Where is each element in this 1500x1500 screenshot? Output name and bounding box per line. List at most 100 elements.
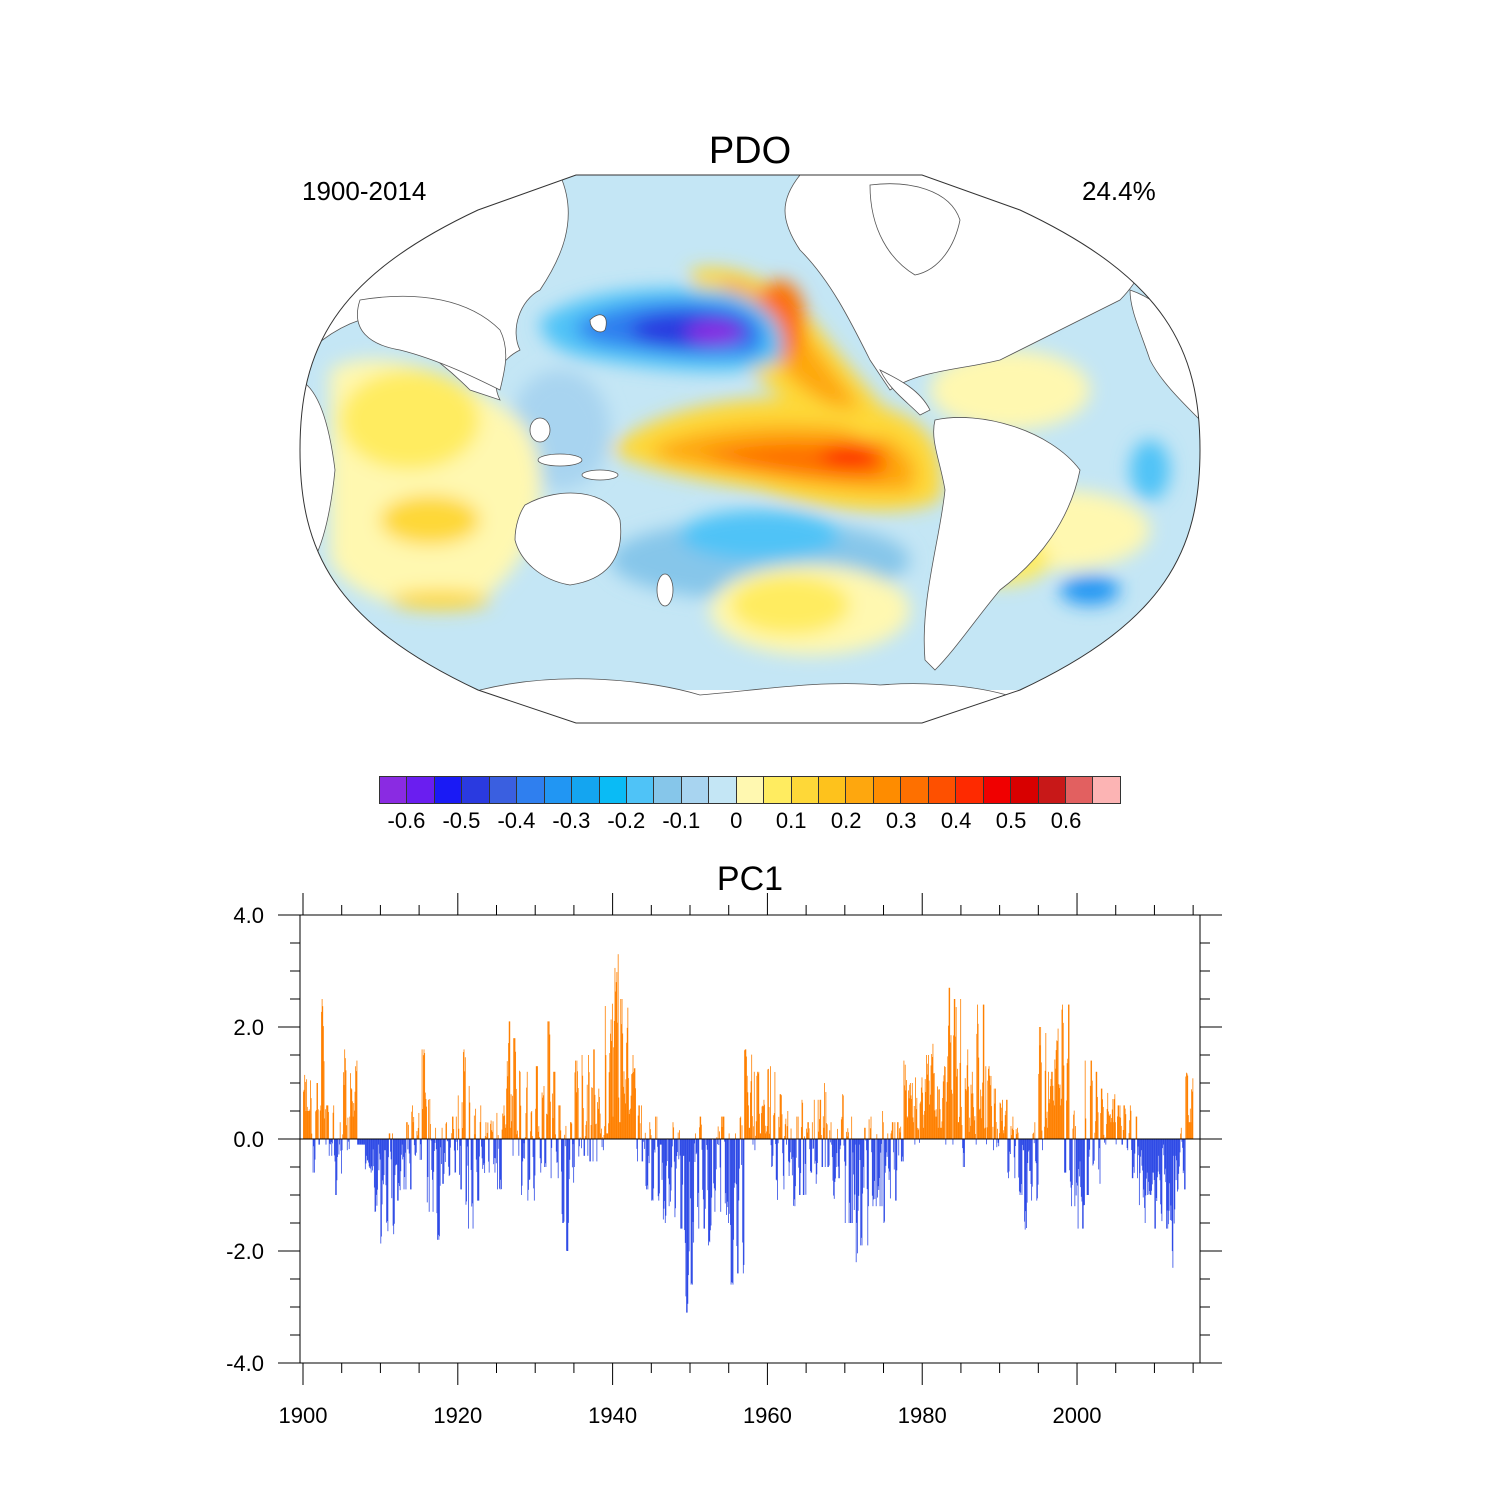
pc1-bar	[760, 1133, 762, 1139]
pc1-bar	[348, 1139, 349, 1142]
pc1-bar	[746, 1056, 747, 1139]
pc1-bar	[624, 1103, 626, 1139]
pc1-bar	[561, 1139, 563, 1215]
pc1-bar	[933, 1073, 935, 1139]
pc1-bar	[695, 1133, 696, 1139]
pc1-bar	[446, 1139, 448, 1142]
colorbar-tick-label: -0.6	[387, 808, 426, 833]
colorbar-tick-label: -0.1	[662, 808, 701, 833]
pc1-bar	[1053, 1100, 1054, 1139]
pc1-bar	[1158, 1139, 1160, 1175]
pc1-bar	[340, 1139, 342, 1151]
pc1-bar	[1039, 1045, 1041, 1139]
pc1-bar	[585, 1124, 587, 1139]
pc1-bar	[937, 1086, 938, 1139]
pc1-bar	[866, 1139, 867, 1151]
pc1-bar	[404, 1139, 406, 1153]
pc1-bar	[400, 1139, 402, 1172]
pc1-bar	[384, 1139, 386, 1151]
pc1-x-tick-label: 1980	[898, 1403, 947, 1428]
pc1-bar	[663, 1139, 665, 1209]
pc1-bar	[303, 1091, 304, 1139]
pc1-bar	[560, 1130, 562, 1139]
pc1-bar	[333, 1105, 335, 1139]
pc1-bar	[1018, 1139, 1020, 1192]
pc1-bar	[455, 1139, 457, 1173]
pc1-bar	[882, 1122, 884, 1139]
pc1-bar	[1191, 1089, 1192, 1139]
pc1-bar	[1170, 1139, 1172, 1206]
pc1-bar	[604, 1006, 606, 1139]
pc1-bar	[763, 1099, 765, 1139]
pc1-bar	[702, 1139, 704, 1190]
pc1-bar	[394, 1139, 396, 1176]
pc1-bar	[604, 1126, 606, 1139]
pc1-bar	[708, 1139, 709, 1246]
pc1-bar	[584, 1136, 586, 1139]
pc1-bar	[878, 1139, 880, 1190]
pc1-bar	[584, 1139, 586, 1156]
pc1-bar	[365, 1139, 367, 1164]
pc1-bar	[937, 1127, 939, 1139]
pc1-bar	[542, 1097, 544, 1139]
pc1-bar	[526, 1087, 527, 1139]
pc1-bar	[645, 1139, 647, 1186]
pc1-bar	[915, 1077, 916, 1139]
colorbar-cell	[434, 777, 463, 803]
pc1-bar	[393, 1139, 395, 1224]
pc1-bar	[620, 999, 622, 1139]
pc1-bar	[567, 1139, 569, 1251]
pc1-tick-labels: 4.0 2.0 0.0 -2.0 -4.0 1900 1920 1940 1960 1980 200…	[226, 903, 1101, 1428]
pc1-bar	[1094, 1132, 1096, 1139]
pc1-bar	[630, 1108, 631, 1139]
pc1-bar	[989, 1085, 991, 1139]
pc1-bar	[1126, 1139, 1128, 1148]
pc1-bar	[557, 1139, 559, 1179]
pc1-bar	[1063, 1065, 1065, 1139]
pc1-bar	[919, 1139, 920, 1143]
pc1-bar	[683, 1139, 685, 1156]
pc1-bar	[706, 1139, 708, 1150]
pc1-bar	[744, 1049, 746, 1139]
pc1-bar	[1168, 1139, 1170, 1211]
pc1-bar	[944, 1066, 946, 1139]
pc1-bar	[452, 1116, 453, 1139]
pc1-bar	[951, 1089, 953, 1139]
pc1-bar	[1129, 1105, 1131, 1139]
pc1-bar	[468, 1085, 470, 1139]
pc1-bar	[1158, 1139, 1160, 1156]
pc1-bar	[1184, 1139, 1186, 1190]
pc1-bar	[1104, 1137, 1106, 1139]
pc1-bar	[694, 1139, 696, 1162]
pc1-bar	[896, 1139, 898, 1171]
pc1-bar	[929, 1094, 931, 1139]
pc1-bar	[417, 1135, 418, 1139]
pc1-bar	[906, 1080, 907, 1139]
pc1-bar	[762, 1106, 764, 1139]
pc1-bar	[495, 1139, 497, 1164]
pc1-bar	[839, 1139, 841, 1150]
map-border	[299, 174, 1201, 724]
pc1-bar	[967, 1049, 969, 1139]
colorbar-cell	[517, 777, 545, 803]
pc1-bar	[735, 1133, 736, 1139]
pc1-bar	[384, 1139, 386, 1151]
pc1-bar	[782, 1139, 784, 1176]
pc1-bar	[880, 1139, 882, 1153]
pc1-bar	[1046, 1111, 1048, 1139]
pc1-bar	[1149, 1139, 1151, 1192]
pc1-bar	[1066, 1063, 1068, 1139]
pc1-bar	[768, 1068, 769, 1139]
pc1-bar	[339, 1139, 340, 1145]
pc1-bar	[784, 1124, 786, 1139]
pc1-bar	[466, 1139, 468, 1147]
pc1-bar	[715, 1139, 716, 1191]
pc1-bar	[555, 1134, 556, 1139]
pc1-bar	[788, 1139, 790, 1176]
pc1-bar	[935, 1116, 936, 1139]
pc1-bar	[551, 1093, 553, 1139]
pc1-bar	[461, 1102, 463, 1139]
pc1-bar	[360, 1139, 362, 1145]
pc1-bar	[313, 1139, 315, 1147]
pc1-bar	[357, 1139, 359, 1145]
